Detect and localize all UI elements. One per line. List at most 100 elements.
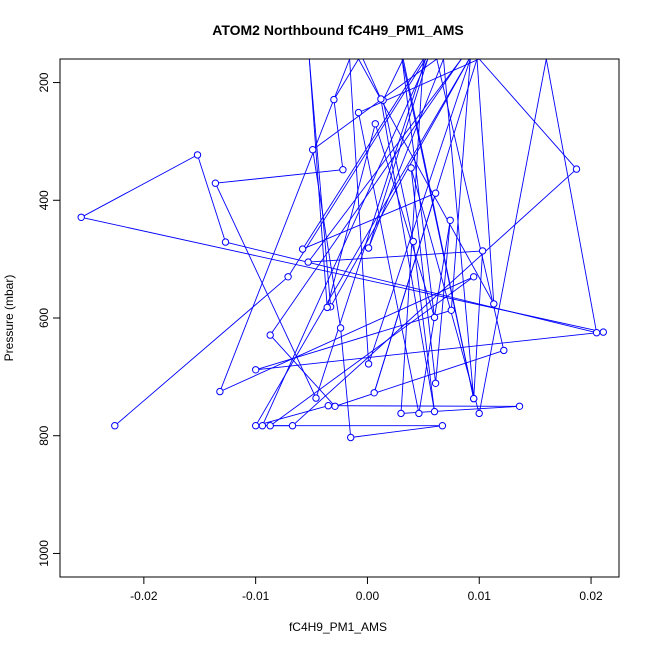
x-axis: -0.02 -0.01 0.00 0.01 0.02	[130, 577, 603, 603]
chart-title: ATOM2 Northbound fC4H9_PM1_AMS	[212, 22, 464, 38]
x-tick-label: -0.01	[242, 589, 270, 603]
y-axis: 200 400 600 800 1000	[37, 72, 60, 567]
series-segment	[358, 59, 495, 305]
data-point	[266, 331, 274, 339]
data-point	[304, 258, 312, 266]
series-segment	[435, 220, 451, 384]
data-point	[252, 422, 260, 430]
series-segment	[350, 425, 443, 438]
data-point	[364, 244, 373, 252]
data-point	[475, 409, 483, 418]
series-segment	[219, 276, 474, 393]
data-point	[377, 95, 385, 103]
data-point	[397, 409, 405, 418]
data-point	[500, 346, 508, 355]
series-segment	[219, 59, 351, 392]
data-point	[431, 189, 440, 197]
series-segment	[358, 59, 480, 114]
series-segment	[478, 59, 577, 170]
series-segment	[412, 241, 435, 412]
data-point	[354, 108, 363, 117]
data-point	[470, 394, 478, 403]
data-point	[599, 328, 607, 336]
data-point	[470, 273, 478, 281]
data-point	[446, 216, 454, 225]
series-segment	[402, 59, 475, 399]
series-segment	[368, 59, 444, 249]
series-segment	[545, 59, 598, 333]
series-segment	[308, 250, 483, 263]
data-point	[371, 120, 379, 128]
x-tick-label: 0.02	[579, 589, 603, 603]
data-point	[370, 389, 378, 397]
data-point	[430, 407, 439, 416]
data-point	[431, 379, 440, 387]
series-segment	[358, 112, 420, 414]
series-segment	[340, 327, 352, 438]
data-layer	[77, 59, 607, 442]
data-point	[111, 422, 119, 430]
data-point	[339, 166, 347, 174]
series-0	[77, 59, 607, 442]
x-axis-label: fC4H9_PM1_AMS	[289, 620, 387, 634]
series-segment	[333, 99, 344, 170]
series-segment	[368, 59, 429, 249]
series-segment	[255, 331, 604, 371]
series-segment	[292, 168, 577, 427]
series-segment	[287, 59, 426, 278]
data-point	[323, 303, 331, 312]
y-tick-label: 400	[37, 190, 51, 210]
series-segment	[333, 59, 359, 100]
data-point	[592, 329, 601, 337]
data-point	[284, 273, 292, 281]
series-segment	[308, 59, 332, 307]
data-point	[258, 422, 267, 430]
data-point	[572, 165, 581, 173]
series-segment	[401, 59, 435, 318]
data-point	[415, 409, 423, 418]
data-point	[312, 394, 320, 402]
series-segment	[362, 59, 382, 100]
series-segment	[373, 193, 437, 393]
data-point	[409, 237, 417, 246]
series-segment	[382, 100, 414, 242]
y-axis-label: Pressure (mbar)	[2, 275, 16, 362]
x-tick-label: -0.02	[130, 589, 158, 603]
series-segment	[328, 405, 520, 407]
data-point	[193, 151, 202, 159]
series-segment	[478, 59, 547, 414]
data-point	[331, 402, 339, 410]
series-segment	[261, 59, 429, 426]
data-point	[309, 146, 317, 154]
y-tick-label: 1000	[37, 540, 51, 567]
series-segment	[225, 241, 597, 334]
data-point	[324, 402, 332, 410]
series-segment	[334, 349, 504, 407]
series-segment	[307, 59, 462, 263]
data-point	[221, 238, 230, 246]
data-point	[347, 433, 355, 442]
series-segment	[326, 123, 376, 308]
series-segment	[410, 167, 437, 384]
data-point	[330, 95, 338, 104]
data-point	[77, 213, 85, 222]
data-point	[447, 306, 455, 314]
data-point	[288, 422, 297, 430]
data-point	[216, 387, 224, 396]
data-point	[515, 402, 524, 410]
data-point	[298, 245, 307, 253]
series-segment	[476, 59, 495, 304]
series-segment	[382, 59, 404, 101]
data-point	[490, 300, 498, 308]
data-point	[478, 247, 487, 255]
x-tick-label: 0.00	[356, 589, 380, 603]
y-tick-label: 800	[37, 425, 51, 445]
series-segment	[114, 276, 289, 427]
series-segment	[312, 149, 342, 329]
series-segment	[80, 154, 198, 218]
data-point	[211, 179, 220, 187]
series-segment	[473, 250, 484, 399]
data-point	[336, 324, 345, 332]
series-segment	[269, 334, 336, 407]
